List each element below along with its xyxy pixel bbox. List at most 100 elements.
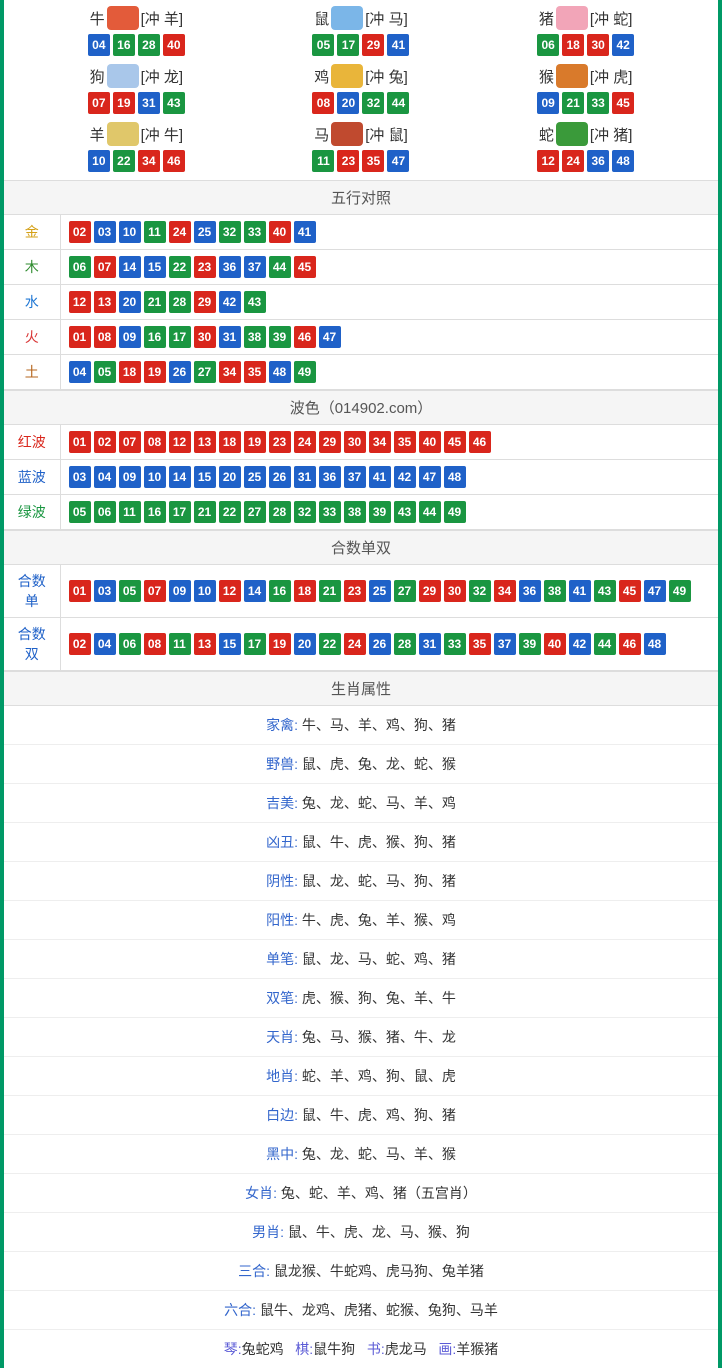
- number-ball: 34: [494, 580, 516, 602]
- zodiac-name: 鸡: [314, 66, 329, 87]
- number-ball: 38: [544, 580, 566, 602]
- row-label: 蓝波: [4, 460, 60, 495]
- number-ball: 07: [144, 580, 166, 602]
- number-ball: 47: [644, 580, 666, 602]
- number-ball: 03: [94, 221, 116, 243]
- number-ball: 06: [69, 256, 91, 278]
- table-row: 绿波05061116172122272832333839434449: [4, 495, 718, 530]
- number-ball: 41: [294, 221, 316, 243]
- number-ball: 35: [469, 633, 491, 655]
- attr-value: 鼠龙猴、牛蛇鸡、虎马狗、兔羊猪: [274, 1263, 484, 1279]
- number-ball: 02: [69, 221, 91, 243]
- number-ball: 09: [537, 92, 559, 114]
- attr-row: 女肖: 兔、蛇、羊、鸡、猪（五宫肖）: [4, 1174, 718, 1213]
- attr-value: 兔、蛇、羊、鸡、猪（五宫肖）: [281, 1185, 477, 1201]
- number-ball: 36: [319, 466, 341, 488]
- number-ball: 32: [294, 501, 316, 523]
- page-outer: 牛[冲 羊]04162840鼠[冲 马]05172941猪[冲 蛇]061830…: [0, 0, 722, 1368]
- number-ball: 18: [119, 361, 141, 383]
- table-row: 蓝波 03040910141520252631363741424748: [4, 460, 718, 495]
- ball-row: 09213345: [537, 92, 634, 114]
- number-ball: 06: [119, 633, 141, 655]
- zodiac-conflict: [冲 龙]: [141, 66, 184, 87]
- zodiac-icon: [331, 6, 363, 30]
- ball-row: 07193143: [88, 92, 185, 114]
- number-ball: 12: [537, 150, 559, 172]
- attr-row: 家禽: 牛、马、羊、鸡、狗、猪: [4, 706, 718, 745]
- attr-label: 阴性:: [266, 873, 302, 889]
- number-ball: 24: [344, 633, 366, 655]
- attr-value: 兔、龙、蛇、马、羊、鸡: [302, 795, 456, 811]
- zodiac-head: 牛[冲 羊]: [90, 6, 184, 30]
- zodiac-conflict: [冲 兔]: [365, 66, 408, 87]
- zodiac-head: 蛇[冲 猪]: [539, 122, 633, 146]
- number-ball: 30: [444, 580, 466, 602]
- attr-label: 黑中:: [266, 1146, 302, 1162]
- number-ball: 30: [194, 326, 216, 348]
- number-ball: 34: [369, 431, 391, 453]
- number-ball: 06: [537, 34, 559, 56]
- attr-value: 鼠、牛、虎、龙、马、猴、狗: [288, 1224, 470, 1240]
- number-ball: 40: [163, 34, 185, 56]
- row-label: 土: [4, 355, 60, 390]
- number-ball: 28: [394, 633, 416, 655]
- number-ball: 44: [269, 256, 291, 278]
- number-ball: 34: [138, 150, 160, 172]
- attr-value: 兔、马、猴、猪、牛、龙: [302, 1029, 456, 1045]
- zodiac-name: 狗: [90, 66, 105, 87]
- ball-row: 03040910141520252631363741424748: [69, 466, 711, 488]
- number-ball: 25: [244, 466, 266, 488]
- heshu-table: 合数单0103050709101214161821232527293032343…: [4, 565, 718, 671]
- number-ball: 29: [194, 291, 216, 313]
- number-ball: 18: [562, 34, 584, 56]
- number-ball: 01: [69, 326, 91, 348]
- zodiac-icon: [556, 122, 588, 146]
- number-ball: 07: [88, 92, 110, 114]
- number-ball: 39: [519, 633, 541, 655]
- number-ball: 12: [169, 431, 191, 453]
- number-ball: 34: [219, 361, 241, 383]
- row-value: 04051819262734354849: [60, 355, 718, 390]
- number-ball: 23: [337, 150, 359, 172]
- row-label: 红波: [4, 425, 60, 460]
- attr-value: 鼠、牛、虎、鸡、狗、猪: [302, 1107, 456, 1123]
- attr-label: 凶丑:: [266, 834, 302, 850]
- attr-bottom-label: 琴:: [224, 1341, 242, 1357]
- number-ball: 05: [94, 361, 116, 383]
- zodiac-cell: 蛇[冲 猪]12243648: [483, 122, 688, 172]
- row-value: 03040910141520252631363741424748: [60, 460, 718, 495]
- table-row: 红波0102070812131819232429303435404546: [4, 425, 718, 460]
- number-ball: 01: [69, 580, 91, 602]
- zodiac-icon: [556, 64, 588, 88]
- attr-label: 白边:: [266, 1107, 302, 1123]
- ball-row: 0204060811131517192022242628313335373940…: [69, 633, 711, 655]
- number-ball: 05: [119, 580, 141, 602]
- attr-label: 双笔:: [266, 990, 302, 1006]
- number-ball: 29: [319, 431, 341, 453]
- number-ball: 35: [244, 361, 266, 383]
- number-ball: 26: [369, 633, 391, 655]
- zodiac-name: 蛇: [539, 124, 554, 145]
- zodiac-conflict: [冲 蛇]: [590, 8, 633, 29]
- number-ball: 47: [419, 466, 441, 488]
- number-ball: 27: [194, 361, 216, 383]
- number-ball: 13: [194, 431, 216, 453]
- number-ball: 22: [219, 501, 241, 523]
- number-ball: 06: [94, 501, 116, 523]
- number-ball: 41: [569, 580, 591, 602]
- attr-bottom-value: 虎龙马: [385, 1341, 427, 1357]
- number-ball: 47: [387, 150, 409, 172]
- number-ball: 49: [669, 580, 691, 602]
- number-ball: 08: [94, 326, 116, 348]
- number-ball: 19: [269, 633, 291, 655]
- ball-row: 06183042: [537, 34, 634, 56]
- number-ball: 11: [144, 221, 166, 243]
- number-ball: 25: [194, 221, 216, 243]
- zodiac-conflict: [冲 牛]: [141, 124, 184, 145]
- number-ball: 28: [169, 291, 191, 313]
- attr-label: 天肖:: [266, 1029, 302, 1045]
- number-ball: 31: [294, 466, 316, 488]
- number-ball: 45: [619, 580, 641, 602]
- number-ball: 40: [419, 431, 441, 453]
- number-ball: 21: [562, 92, 584, 114]
